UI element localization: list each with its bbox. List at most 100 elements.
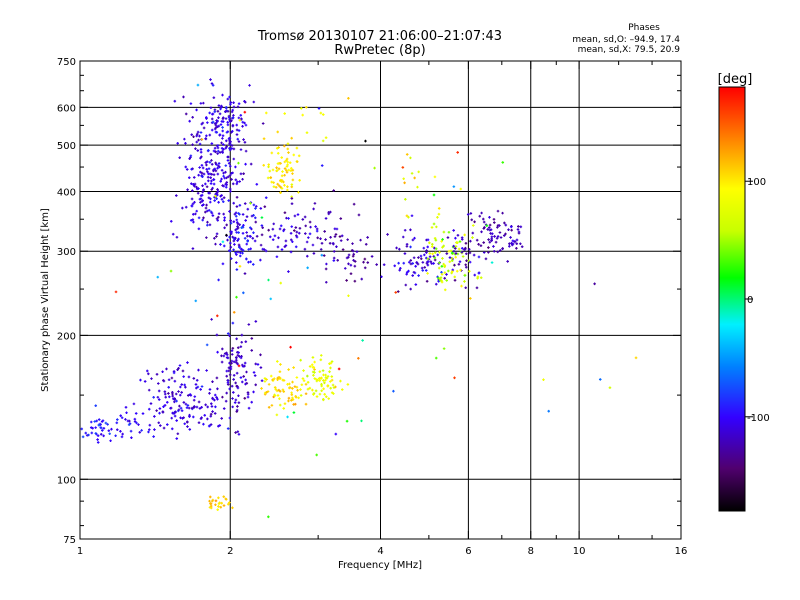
data-point — [221, 137, 224, 140]
data-point — [200, 193, 204, 197]
data-point — [155, 372, 159, 376]
data-point — [158, 407, 162, 410]
data-point — [476, 275, 480, 279]
data-point — [202, 101, 205, 105]
data-point — [254, 362, 258, 366]
data-point — [181, 369, 185, 373]
data-point — [219, 180, 222, 183]
data-point — [195, 185, 198, 189]
data-point — [440, 240, 443, 243]
data-point — [434, 247, 438, 251]
data-point — [208, 200, 212, 204]
data-point — [325, 395, 328, 399]
data-point — [279, 191, 282, 194]
data-point — [308, 365, 312, 368]
data-point — [225, 374, 229, 378]
data-point — [213, 398, 216, 402]
data-point — [184, 385, 187, 389]
data-point — [240, 226, 243, 229]
data-point — [232, 373, 236, 377]
data-point — [236, 239, 239, 242]
data-point — [482, 227, 486, 230]
data-point — [205, 134, 208, 138]
data-point — [311, 243, 315, 247]
data-point — [215, 197, 218, 201]
data-point — [231, 116, 235, 119]
data-point — [217, 215, 220, 219]
y-axis-label: Stationary phase Virtual Height [km] — [40, 208, 51, 392]
data-point — [433, 251, 437, 254]
data-point — [329, 380, 332, 383]
data-point — [413, 236, 416, 240]
data-point — [186, 425, 189, 428]
data-point — [235, 133, 239, 136]
data-point — [219, 194, 222, 198]
data-point — [227, 366, 231, 370]
y-tick-label: 300 — [57, 247, 76, 258]
data-point — [465, 259, 468, 262]
data-point — [251, 236, 255, 240]
stats-line-x: mean, sd,X: 79.5, 20.9 — [578, 45, 681, 55]
data-point — [347, 262, 350, 266]
data-point — [247, 323, 251, 326]
data-point — [206, 223, 209, 227]
data-point — [147, 430, 150, 434]
data-point — [397, 261, 400, 265]
data-point — [230, 144, 234, 147]
data-point — [237, 364, 241, 368]
data-point — [271, 227, 275, 231]
data-point — [192, 220, 195, 224]
data-point — [598, 378, 602, 381]
data-point — [214, 126, 218, 130]
data-point — [426, 257, 430, 261]
data-point — [214, 123, 218, 127]
data-point — [218, 133, 222, 137]
data-point — [97, 418, 101, 421]
data-point — [169, 220, 173, 223]
data-point — [224, 497, 227, 501]
data-point — [282, 407, 286, 410]
data-point — [366, 236, 369, 239]
data-point — [486, 228, 490, 231]
data-point — [405, 272, 408, 276]
data-point — [302, 379, 306, 382]
data-point — [491, 232, 494, 236]
data-point — [233, 212, 237, 216]
data-point — [235, 128, 239, 132]
data-point — [291, 398, 295, 401]
data-point — [288, 386, 291, 390]
data-point — [360, 277, 364, 281]
data-point — [228, 373, 232, 377]
data-point — [320, 376, 323, 380]
data-point — [230, 353, 234, 356]
data-point — [194, 212, 197, 216]
data-point — [433, 246, 436, 250]
data-point — [208, 160, 212, 164]
data-point — [214, 499, 218, 503]
data-point — [175, 235, 179, 239]
data-point — [260, 224, 264, 227]
data-point — [195, 378, 199, 382]
data-point — [210, 499, 214, 503]
data-point — [443, 265, 446, 268]
data-point — [220, 105, 223, 109]
data-point — [220, 141, 223, 145]
data-point — [515, 247, 518, 250]
data-point — [239, 148, 243, 151]
data-point — [290, 399, 293, 402]
data-point — [542, 378, 545, 381]
data-point — [360, 419, 363, 423]
data-point — [188, 157, 191, 160]
data-point — [228, 501, 231, 504]
data-point — [299, 358, 302, 362]
data-point — [229, 221, 233, 225]
data-point — [353, 279, 357, 283]
data-point — [285, 216, 288, 220]
data-point — [228, 164, 232, 168]
data-point — [332, 189, 335, 192]
data-point — [178, 156, 181, 160]
data-point — [295, 385, 299, 389]
data-point — [107, 429, 111, 432]
data-point — [320, 383, 323, 386]
data-point — [292, 153, 296, 157]
